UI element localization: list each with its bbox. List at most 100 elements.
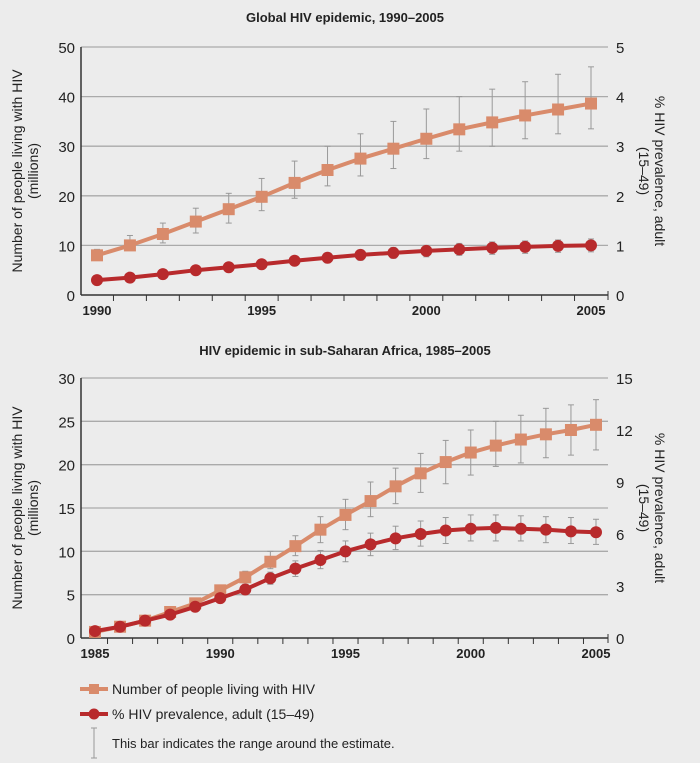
data-point-number: [552, 103, 565, 116]
data-point-number: [387, 142, 400, 155]
chart-global: Global HIV epidemic, 1990–2005 Number of…: [9, 10, 668, 318]
axis-label-line: (millions): [25, 143, 41, 199]
data-point-prevalence: [339, 545, 352, 558]
y-tick-label: 40: [58, 90, 75, 107]
y-tick-label: 15: [58, 501, 75, 518]
x-tick-label: 2000: [456, 646, 485, 661]
data-point-number: [239, 571, 252, 584]
y2-tick-label: 1: [616, 238, 624, 255]
data-point-prevalence: [189, 264, 202, 277]
data-point-number: [590, 418, 602, 431]
x-tick-label: 1990: [83, 303, 112, 318]
y-tick-label: 30: [58, 371, 75, 388]
y-tick-label: 5: [67, 588, 75, 605]
data-point-number: [539, 428, 552, 441]
data-point-prevalence: [91, 274, 103, 287]
data-point-number: [389, 480, 402, 493]
data-point-number: [91, 249, 103, 262]
y2-tick-label: 2: [616, 189, 624, 206]
x-tick-label: 1985: [81, 646, 110, 661]
axis-label-line: (15–49): [636, 484, 652, 532]
y-tick-label: 0: [67, 288, 75, 305]
data-point-number: [420, 132, 433, 145]
data-point-prevalence: [514, 522, 527, 535]
data-point-prevalence: [486, 241, 499, 254]
data-point-number: [453, 123, 466, 136]
data-point-prevalence: [420, 244, 433, 257]
legend-prevalence-label: % HIV prevalence, adult (15–49): [112, 706, 314, 722]
data-point-prevalence: [519, 240, 532, 253]
data-point-number: [339, 508, 352, 521]
y2-axis-label: % HIV prevalence, adult(15–49): [636, 433, 668, 583]
y2-tick-label: 6: [616, 527, 624, 544]
data-point-number: [489, 439, 502, 452]
y-tick-label: 0: [67, 631, 75, 648]
data-point-prevalence: [214, 592, 227, 605]
y2-tick-label: 4: [616, 90, 624, 107]
data-point-prevalence: [464, 522, 477, 535]
y2-tick-label: 5: [616, 40, 624, 57]
y2-axis-label: % HIV prevalence, adult(15–49): [636, 96, 668, 246]
y-tick-label: 50: [58, 40, 75, 57]
legend-circle-marker: [88, 708, 100, 720]
chart-title: HIV epidemic in sub-Saharan Africa, 1985…: [199, 343, 490, 358]
data-point-prevalence: [123, 271, 136, 284]
legend-errorbar-label: This bar indicates the range around the …: [112, 736, 395, 751]
data-point-number: [354, 152, 367, 165]
y-tick-label: 20: [58, 458, 75, 475]
data-point-prevalence: [156, 268, 169, 281]
data-point-prevalence: [89, 625, 101, 638]
data-point-prevalence: [314, 554, 327, 566]
axis-label-line: Number of people living with HIV: [9, 406, 25, 610]
data-point-number: [314, 523, 327, 536]
data-point-prevalence: [114, 620, 127, 633]
data-point-number: [123, 239, 136, 252]
data-point-prevalence: [590, 526, 602, 539]
data-point-number: [519, 109, 532, 122]
data-point-number: [439, 456, 452, 469]
data-point-number: [255, 190, 268, 203]
data-point-number: [264, 555, 277, 568]
data-point-prevalence: [564, 525, 577, 538]
data-point-prevalence: [264, 572, 277, 585]
data-point-number: [364, 495, 377, 508]
chart-sub-saharan-africa: HIV epidemic in sub-Saharan Africa, 1985…: [9, 343, 668, 661]
y2-tick-label: 3: [616, 139, 624, 156]
x-tick-label: 1990: [206, 646, 235, 661]
y-tick-label: 10: [58, 238, 75, 255]
data-point-number: [289, 540, 302, 553]
y2-tick-label: 12: [616, 423, 633, 440]
data-point-prevalence: [139, 614, 152, 627]
data-point-prevalence: [389, 532, 402, 545]
x-tick-label: 2005: [582, 646, 611, 661]
axis-label-line: Number of people living with HIV: [9, 69, 25, 273]
axis-label-line: (millions): [25, 480, 41, 536]
y-tick-label: 25: [58, 414, 75, 431]
data-point-number: [189, 215, 202, 228]
data-point-number: [288, 176, 301, 189]
chart-title: Global HIV epidemic, 1990–2005: [246, 10, 444, 25]
data-point-prevalence: [255, 258, 268, 271]
axis-label-line: (15–49): [636, 147, 652, 195]
data-point-number: [514, 433, 527, 446]
number-line: [96, 101, 592, 258]
y-tick-label: 20: [58, 189, 75, 206]
data-point-prevalence: [364, 538, 377, 551]
data-point-number: [414, 467, 427, 480]
data-point-prevalence: [552, 239, 565, 252]
data-point-prevalence: [354, 248, 367, 261]
data-point-prevalence: [414, 528, 427, 540]
data-point-prevalence: [489, 521, 502, 534]
data-point-prevalence: [288, 254, 301, 267]
y2-tick-label: 3: [616, 579, 624, 596]
x-tick-label: 2000: [412, 303, 441, 318]
data-point-number: [464, 446, 477, 459]
axis-label-line: % HIV prevalence, adult: [652, 433, 668, 583]
data-point-prevalence: [585, 239, 597, 252]
data-point-number: [564, 424, 577, 436]
data-point-number: [222, 203, 235, 216]
y2-tick-label: 15: [616, 371, 633, 388]
legend-number-label: Number of people living with HIV: [112, 681, 316, 697]
